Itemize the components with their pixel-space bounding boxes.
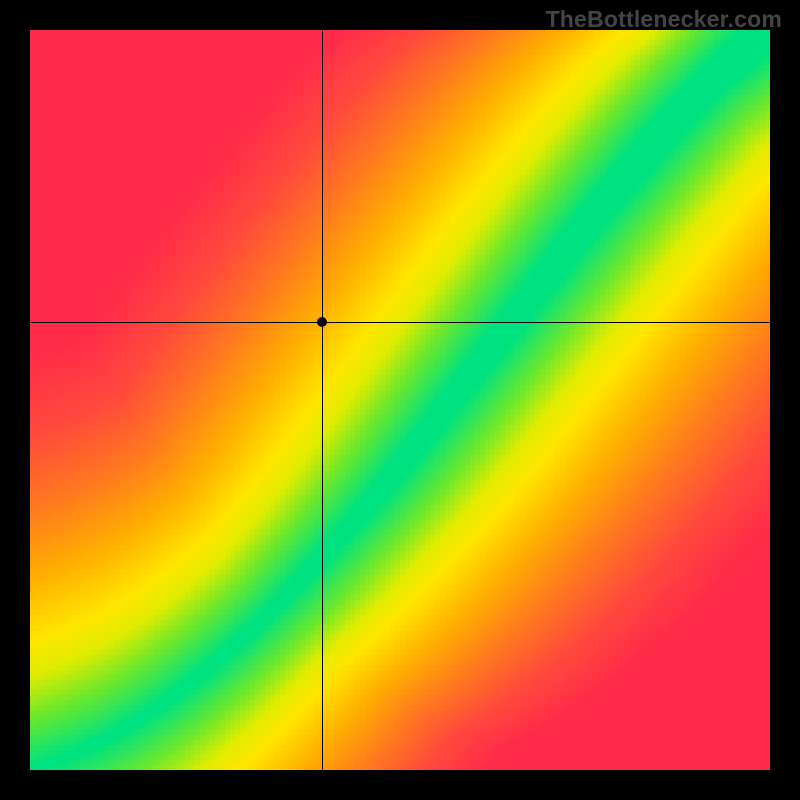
watermark-text: TheBottlenecker.com <box>546 6 782 33</box>
heatmap-plot <box>30 30 770 770</box>
marker-dot <box>317 317 327 327</box>
crosshair-horizontal <box>30 322 770 323</box>
crosshair-vertical <box>322 30 323 770</box>
heatmap-canvas <box>30 30 770 770</box>
